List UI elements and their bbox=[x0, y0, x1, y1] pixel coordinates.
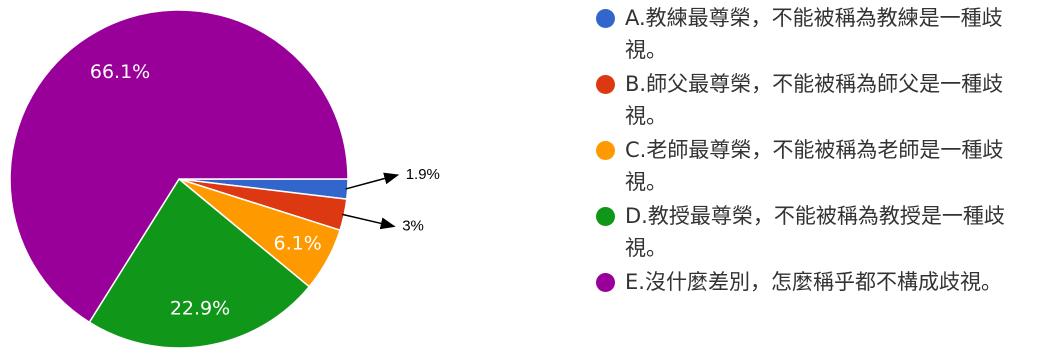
pie-chart: 6.1% 22.9% 66.1% 1.9% 3% bbox=[9, 9, 440, 349]
callout-arrow-a bbox=[345, 172, 400, 190]
legend-label: C.老師最尊榮，不能被稱為老師是一種歧視。 bbox=[625, 138, 1004, 194]
callout-arrow-b bbox=[342, 213, 396, 230]
slice-label-c: 6.1% bbox=[274, 232, 322, 254]
legend-label: E.沒什麼差別，怎麼稱乎都不構成歧視。 bbox=[625, 270, 1002, 294]
pie-slice-d bbox=[88, 177, 311, 349]
legend-item-c: C.老師最尊榮，不能被稱為老師是一種歧視。 bbox=[596, 134, 1036, 198]
legend-swatch-icon bbox=[596, 9, 615, 28]
legend-item-d: D.教授最尊榮，不能被稱為教授是一種歧視。 bbox=[596, 200, 1036, 264]
legend-swatch-icon bbox=[596, 141, 615, 160]
legend-label: B.師父最尊榮，不能被稱為師父是一種歧視。 bbox=[625, 72, 1004, 128]
slice-label-e: 66.1% bbox=[90, 61, 150, 83]
slice-label-d: 22.9% bbox=[170, 298, 230, 320]
legend-label: D.教授最尊榮，不能被稱為教授是一種歧視。 bbox=[625, 204, 1005, 260]
legend: A.教練最尊榮，不能被稱為教練是一種歧視。 B.師父最尊榮，不能被稱為師父是一種歧… bbox=[596, 2, 1036, 300]
legend-swatch-icon bbox=[596, 207, 615, 226]
legend-swatch-icon bbox=[596, 273, 615, 292]
legend-label: A.教練最尊榮，不能被稱為教練是一種歧視。 bbox=[625, 6, 1003, 62]
callout-label-a: 1.9% bbox=[406, 166, 440, 183]
legend-item-a: A.教練最尊榮，不能被稱為教練是一種歧視。 bbox=[596, 2, 1036, 66]
legend-swatch-icon bbox=[596, 75, 615, 94]
pie-slice-e bbox=[9, 9, 349, 324]
legend-item-e: E.沒什麼差別，怎麼稱乎都不構成歧視。 bbox=[596, 266, 1036, 298]
legend-item-b: B.師父最尊榮，不能被稱為師父是一種歧視。 bbox=[596, 68, 1036, 132]
callout-label-b: 3% bbox=[402, 217, 424, 234]
